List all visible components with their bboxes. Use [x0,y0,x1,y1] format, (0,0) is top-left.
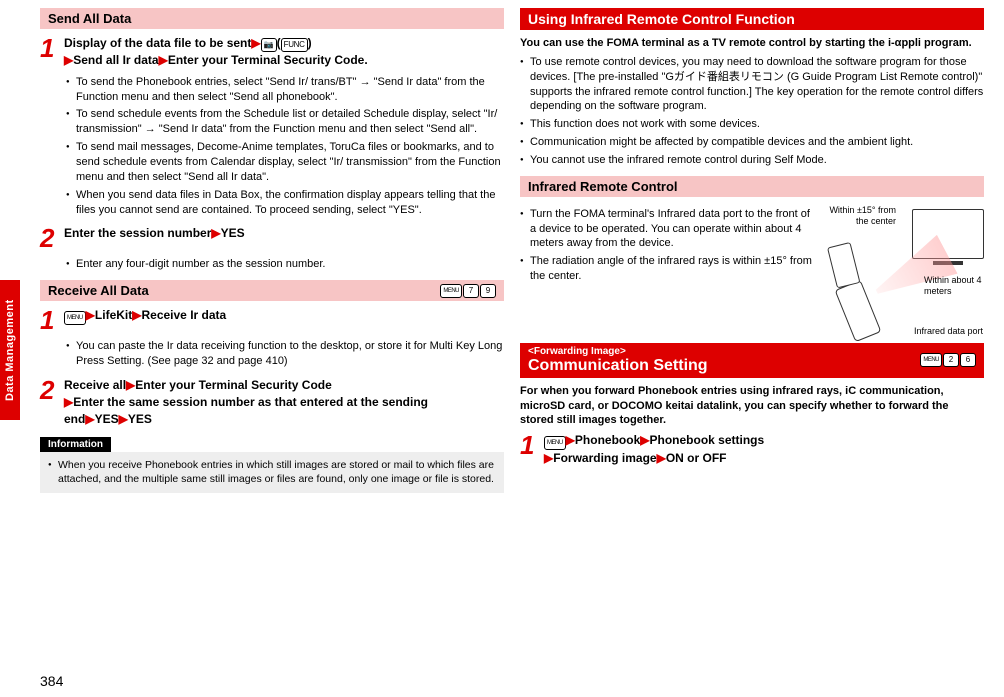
bullet: Turn the FOMA terminal's Infrared data p… [520,207,824,252]
step2-bullets: Enter any four-digit number as the sessi… [66,257,504,272]
bullet: To send schedule events from the Schedul… [66,107,504,137]
menu-key-icon: MENU [544,436,566,450]
receive-step1-title: MENU▶LifeKit▶Receive Ir data [64,307,504,325]
step-number-2: 2 [40,225,64,251]
header-forwarding-sub: <Forwarding Image> [528,346,708,357]
step2-title: Enter the session number▶YES [64,225,504,242]
info-label: Information [40,437,111,452]
page-number: 384 [40,673,63,689]
label-angle: Within ±15° from the center [826,205,896,227]
key-6-icon: 6 [960,353,976,367]
step1-bullets: To send the Phonebook entries, select "S… [66,75,504,218]
receive-step2-b: Enter your Terminal Security Code [135,378,332,392]
forwarding-step1-title: MENU▶Phonebook▶Phonebook settings ▶Forwa… [544,432,984,467]
header-receive-all-data: Receive All Data MENU79 [40,280,504,301]
bullet: The radiation angle of the infrared rays… [520,254,824,284]
menu-key-icon: MENU [64,311,86,325]
step-send-2: 2 Enter the session number▶YES [40,225,504,251]
bullet: You can paste the Ir data receiving func… [66,339,504,369]
step1-title: Display of the data file to be sent▶📷(FU… [64,35,504,69]
bullet: When you send data files in Data Box, th… [66,188,504,218]
func-key-icon: FUNC [281,38,308,52]
bullet: To send the Phonebook entries, select "S… [66,75,504,105]
using-intro: You can use the FOMA terminal as a TV re… [520,36,984,51]
header-ir-remote-text: Infrared Remote Control [528,179,678,194]
ir-remote-section: Within ±15° from the center Within about… [520,203,984,343]
using-bullets: To use remote control devices, you may n… [520,55,984,168]
step-receive-1: 1 MENU▶LifeKit▶Receive Ir data [40,307,504,333]
step-number-2: 2 [40,377,64,427]
step1-text-b: Send all Ir data [73,53,158,67]
step-send-1: 1 Display of the data file to be sent▶📷(… [40,35,504,69]
receive-shortcut-keys: MENU79 [440,284,496,298]
forwarding-intro: For when you forward Phonebook entries u… [520,384,984,429]
menu-key-icon: MENU [440,284,462,298]
header-forwarding: <Forwarding Image> Communication Setting… [520,343,984,378]
fwd-step1-c: Forwarding image [553,451,656,465]
header-send-all-text: Send All Data [48,11,131,26]
step-receive-2: 2 Receive all▶Enter your Terminal Securi… [40,377,504,427]
bullet: This function does not work with some de… [520,117,984,132]
bullet: To send mail messages, Decome-Anime temp… [66,140,504,185]
fwd-step1-b: Phonebook settings [649,433,764,447]
ir-bullets: Turn the FOMA terminal's Infrared data p… [520,207,824,284]
label-distance: Within about 4 meters [924,275,984,297]
step-number-1: 1 [40,307,64,333]
header-forwarding-main: Communication Setting [528,357,708,375]
menu-key-icon: MENU [920,353,942,367]
info-text: When you receive Phonebook entries in wh… [48,458,496,486]
ir-diagram: Within ±15° from the center Within about… [824,203,984,343]
camera-key-icon: 📷 [261,38,277,52]
header-ir-remote: Infrared Remote Control [520,176,984,197]
forwarding-shortcut-keys: MENU26 [920,353,976,367]
right-column: Using Infrared Remote Control Function Y… [520,8,984,493]
step1-text-c: Enter your Terminal Security Code. [168,53,368,67]
phone-icon [835,280,882,342]
info-section: Information When you receive Phonebook e… [40,437,504,492]
key-7-icon: 7 [463,284,479,298]
fwd-step1-a: Phonebook [575,433,640,447]
step-number-1: 1 [40,35,64,69]
step1-text-a: Display of the data file to be sent [64,36,251,50]
bullet: You cannot use the infrared remote contr… [520,153,984,168]
receive-step2-yes1: YES [95,412,119,426]
bullet: To use remote control devices, you may n… [520,55,984,114]
header-send-all-data: Send All Data [40,8,504,29]
key-2-icon: 2 [943,353,959,367]
header-receive-all-text: Receive All Data [48,283,149,298]
header-using-ir: Using Infrared Remote Control Function [520,8,984,30]
label-port: Infrared data port [914,326,984,337]
left-column: Send All Data 1 Display of the data file… [40,8,504,493]
receive-step1-bullets: You can paste the Ir data receiving func… [66,339,504,369]
bullet: Communication might be affected by compa… [520,135,984,150]
step2-text: Enter the session number [64,226,211,240]
receive-step1-b: Receive Ir data [141,308,226,322]
receive-step2-yes2: YES [128,412,152,426]
receive-step2-title: Receive all▶Enter your Terminal Security… [64,377,504,427]
key-9-icon: 9 [480,284,496,298]
step2-yes: YES [221,226,245,240]
bullet: Enter any four-digit number as the sessi… [66,257,504,272]
fwd-step1-d: ON or OFF [666,451,727,465]
side-tab: Data Management [0,280,20,420]
page-content: Send All Data 1 Display of the data file… [0,0,1004,501]
step-number-1: 1 [520,432,544,467]
step-forwarding-1: 1 MENU▶Phonebook▶Phonebook settings ▶For… [520,432,984,467]
receive-step2-a: Receive all [64,378,126,392]
receive-step1-a: LifeKit [95,308,132,322]
info-box: When you receive Phonebook entries in wh… [40,452,504,492]
